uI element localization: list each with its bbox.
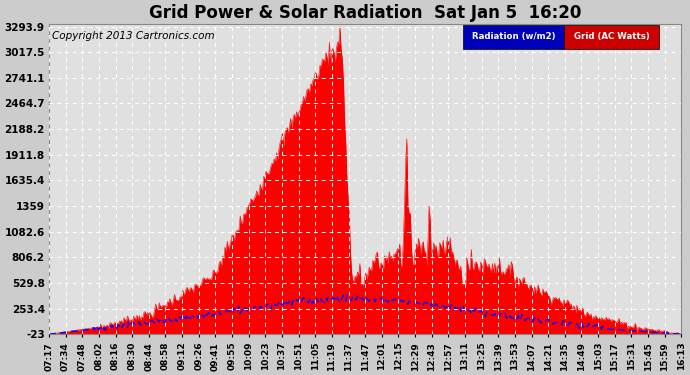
Text: Grid (AC Watts): Grid (AC Watts) — [574, 32, 650, 41]
Title: Grid Power & Solar Radiation  Sat Jan 5  16:20: Grid Power & Solar Radiation Sat Jan 5 1… — [149, 4, 582, 22]
Text: Radiation (w/m2): Radiation (w/m2) — [472, 32, 555, 41]
Text: Copyright 2013 Cartronics.com: Copyright 2013 Cartronics.com — [52, 32, 215, 42]
Bar — [463, 25, 564, 48]
Bar — [564, 25, 659, 48]
